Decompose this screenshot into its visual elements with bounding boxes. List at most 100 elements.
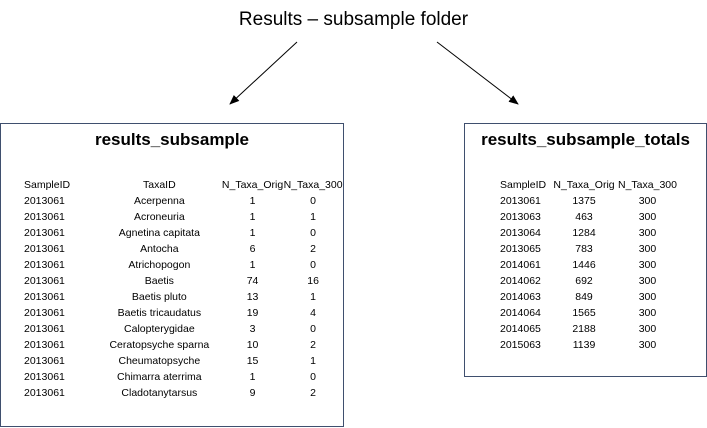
table-cell: 300 bbox=[638, 243, 657, 255]
table-cell: 2013061 bbox=[24, 339, 65, 351]
table-cell: 2013061 bbox=[24, 323, 65, 335]
table-cell: 16 bbox=[307, 275, 319, 287]
table-cell: 15 bbox=[246, 355, 259, 367]
table-row: 2013061 Antocha 6 2 bbox=[24, 241, 343, 257]
table-cell: 2014065 bbox=[500, 323, 541, 335]
column-header: SampleID bbox=[500, 179, 547, 191]
table-cell: 300 bbox=[638, 211, 657, 223]
table-row: 2013061 Acroneuria 1 1 bbox=[24, 209, 343, 225]
table-row: 2013061 Ceratopsyche sparna 10 2 bbox=[24, 337, 343, 353]
table-cell: 2188 bbox=[572, 323, 596, 335]
table-cell: Baetis bbox=[144, 275, 174, 287]
table-cell: Atrichopogon bbox=[128, 259, 191, 271]
table-cell: Baetis pluto bbox=[131, 291, 187, 303]
table-cell: 2013061 bbox=[24, 227, 65, 239]
table-cell: Acroneuria bbox=[133, 211, 185, 223]
column-header: SampleID bbox=[24, 179, 71, 191]
table-cell: 10 bbox=[246, 339, 259, 351]
table-cell: 2014064 bbox=[500, 307, 541, 319]
column-header: N_Taxa_Orig bbox=[221, 179, 284, 191]
table-cell: 2013061 bbox=[24, 291, 65, 303]
table-cell: 2013061 bbox=[24, 259, 65, 271]
table-cell: 300 bbox=[638, 339, 657, 351]
table-cell: 300 bbox=[638, 275, 657, 287]
table-cell: 0 bbox=[310, 259, 317, 271]
table-row: 2013063 463 300 bbox=[500, 209, 677, 225]
table-cell: 74 bbox=[246, 275, 259, 287]
table-cell: 2013061 bbox=[24, 371, 65, 383]
table-cell: 2 bbox=[310, 339, 317, 351]
table-row: 2013061 Cheumatopsyche 15 1 bbox=[24, 353, 343, 369]
results-subsample-title: results_subsample bbox=[94, 130, 249, 149]
table-row: 2013061 Agnetina capitata 1 0 bbox=[24, 225, 343, 241]
table-row: 2014065 2188 300 bbox=[500, 321, 677, 337]
table-row: 2014063 849 300 bbox=[500, 289, 677, 305]
table-row: 2013061 Baetis tricaudatus 19 4 bbox=[24, 305, 343, 321]
table-cell: 300 bbox=[638, 307, 657, 319]
table-cell: 4 bbox=[310, 307, 317, 319]
table-cell: 2013061 bbox=[24, 355, 65, 367]
arrow-to-results-subsample bbox=[229, 41, 298, 105]
table-cell: 300 bbox=[638, 291, 657, 303]
table-cell: 2014061 bbox=[500, 259, 541, 271]
table-cell: Baetis tricaudatus bbox=[117, 307, 202, 319]
table-row: 2014064 1565 300 bbox=[500, 305, 677, 321]
table-cell: 300 bbox=[638, 259, 657, 271]
table-cell: 1 bbox=[249, 211, 256, 223]
table-cell: 1139 bbox=[572, 339, 596, 351]
table-cell: 300 bbox=[638, 195, 657, 207]
table-cell: 1 bbox=[310, 291, 317, 303]
table-row: 2013061 Acerpenna 1 0 bbox=[24, 193, 343, 209]
table-row: 2013061 1375 300 bbox=[500, 193, 677, 209]
table-cell: 3 bbox=[249, 323, 256, 335]
table-cell: Agnetina capitata bbox=[118, 227, 200, 239]
table-cell: 2013063 bbox=[500, 211, 541, 223]
table-cell: 2013064 bbox=[500, 227, 541, 239]
table-row: 2013061 Baetis pluto 13 1 bbox=[24, 289, 343, 305]
table-cell: 2 bbox=[310, 387, 317, 399]
table-cell: 1 bbox=[310, 211, 317, 223]
table-cell: 1 bbox=[249, 227, 256, 239]
column-header: TaxaID bbox=[143, 179, 176, 191]
table-cell: 300 bbox=[638, 227, 657, 239]
table-cell: 0 bbox=[310, 371, 317, 383]
table-cell: 2014063 bbox=[500, 291, 541, 303]
table-cell: 13 bbox=[246, 291, 259, 303]
table-cell: 1446 bbox=[572, 259, 596, 271]
table-cell: 2013061 bbox=[24, 275, 65, 287]
table-cell: 0 bbox=[310, 323, 317, 335]
table-cell: 2014062 bbox=[500, 275, 541, 287]
table-cell: 2013061 bbox=[24, 195, 65, 207]
table-row: 2013061 Calopterygidae 3 0 bbox=[24, 321, 343, 337]
table-cell: Cheumatopsyche bbox=[118, 355, 201, 367]
table-cell: 1 bbox=[310, 355, 317, 367]
results-subsample-totals-box: results_subsample_totals SampleID N_Taxa… bbox=[464, 123, 707, 377]
table-header-row: SampleID N_Taxa_Orig N_Taxa_300 bbox=[500, 177, 677, 193]
results-subsample-totals-title: results_subsample_totals bbox=[481, 130, 690, 149]
table-cell: 0 bbox=[310, 227, 317, 239]
table-cell: Ceratopsyche sparna bbox=[109, 339, 210, 351]
table-row: 2013061 Chimarra aterrima 1 0 bbox=[24, 369, 343, 385]
table-cell: 6 bbox=[249, 243, 256, 255]
results-subsample-table: SampleID TaxaID N_Taxa_Orig N_Taxa_300 2… bbox=[24, 177, 343, 401]
table-cell: 2013061 bbox=[24, 307, 65, 319]
diagram-title: Results – subsample folder bbox=[238, 9, 469, 30]
table-cell: 783 bbox=[575, 243, 593, 255]
results-subsample-box: results_subsample SampleID TaxaID N_Taxa… bbox=[0, 123, 344, 427]
table-row: 2013061 Cladotanytarsus 9 2 bbox=[24, 385, 343, 401]
table-row: 2013061 Baetis 74 16 bbox=[24, 273, 343, 289]
table-row: 2013064 1284 300 bbox=[500, 225, 677, 241]
table-cell: 19 bbox=[246, 307, 259, 319]
table-row: 2014061 1446 300 bbox=[500, 257, 677, 273]
table-cell: 1565 bbox=[572, 307, 596, 319]
table-cell: 2013065 bbox=[500, 243, 541, 255]
arrow-to-results-subsample-totals bbox=[436, 41, 519, 105]
table-cell: 0 bbox=[310, 195, 317, 207]
table-cell: Calopterygidae bbox=[124, 323, 195, 335]
table-cell: 463 bbox=[575, 211, 593, 223]
table-cell: 1 bbox=[249, 195, 256, 207]
column-header: N_Taxa_300 bbox=[618, 179, 677, 191]
table-cell: 1 bbox=[249, 259, 256, 271]
table-cell: 300 bbox=[638, 323, 657, 335]
